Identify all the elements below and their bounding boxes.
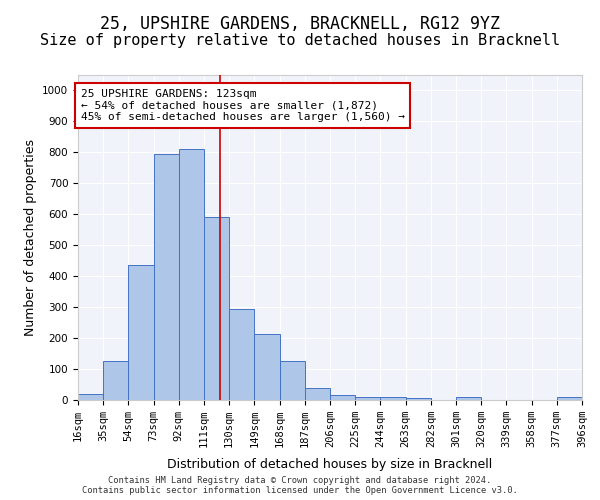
Bar [280,362,305,400]
Bar [557,397,582,400]
Text: 25 UPSHIRE GARDENS: 123sqm
← 54% of detached houses are smaller (1,872)
45% of s: 25 UPSHIRE GARDENS: 123sqm ← 54% of deta… [80,89,404,122]
Bar [128,266,154,400]
Bar [330,396,355,400]
Bar [456,397,481,400]
Text: Contains HM Land Registry data © Crown copyright and database right 2024.
Contai: Contains HM Land Registry data © Crown c… [82,476,518,495]
Text: 25, UPSHIRE GARDENS, BRACKNELL, RG12 9YZ: 25, UPSHIRE GARDENS, BRACKNELL, RG12 9YZ [100,15,500,33]
Text: Size of property relative to detached houses in Bracknell: Size of property relative to detached ho… [40,32,560,48]
Bar [380,397,406,400]
Bar [103,362,128,400]
Bar [78,394,103,400]
Bar [154,154,179,400]
Bar [406,398,431,400]
X-axis label: Distribution of detached houses by size in Bracknell: Distribution of detached houses by size … [167,458,493,471]
Bar [305,388,330,400]
Y-axis label: Number of detached properties: Number of detached properties [23,139,37,336]
Bar [229,308,254,400]
Bar [204,218,229,400]
Bar [179,150,204,400]
Bar [254,334,280,400]
Bar [355,397,380,400]
